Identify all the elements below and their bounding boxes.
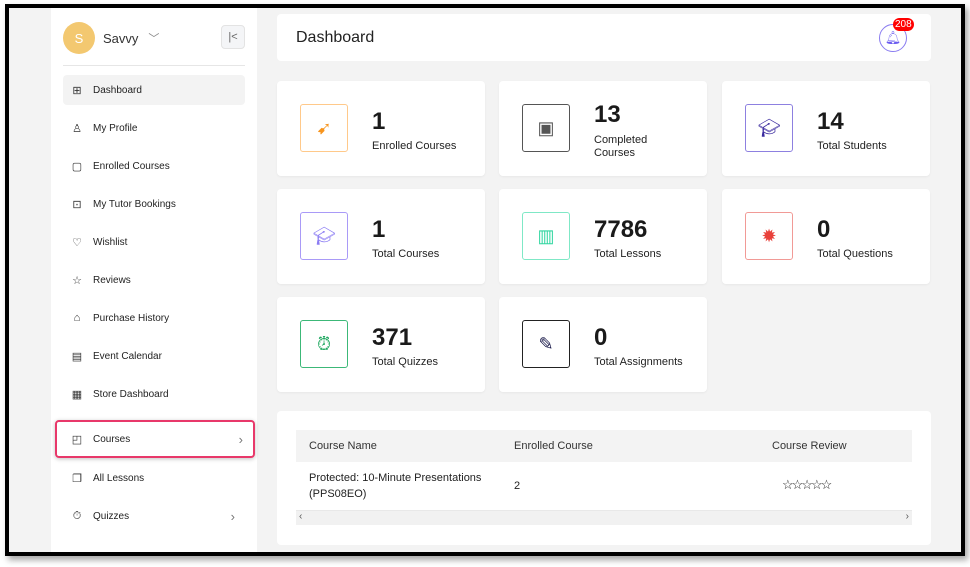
bag-icon: ⌂ (73, 312, 81, 324)
courses-table-card: Course Name Enrolled Course Course Revie… (277, 411, 931, 545)
question-badge-icon: ✹ (745, 212, 793, 260)
stopwatch-icon: ⏱ (72, 509, 82, 522)
sidebar-item-label: Quizzes (93, 510, 130, 522)
assignment-icon: ✎ (522, 320, 570, 368)
grid-icon: ⊞ (72, 84, 82, 97)
sidebar-item-label: Courses (93, 433, 131, 445)
sidebar-item-label: All Lessons (93, 472, 145, 484)
stat-value: 0 (817, 216, 831, 243)
sidebar-item-all-lessons[interactable]: ❐ All Lessons (63, 463, 245, 493)
stat-card-total-students: 🎓︎ 14 Total Students (722, 81, 930, 176)
stat-card-total-courses: 🎓︎ 1 Total Courses (277, 189, 485, 284)
enrolled-count: 2 (514, 480, 521, 492)
sidebar-item-purchase-history[interactable]: ⌂ Purchase History (63, 303, 245, 333)
sidebar-item-dashboard[interactable]: ⊞ Dashboard (63, 75, 245, 105)
star-rating: ☆☆☆☆☆ (782, 477, 832, 492)
sidebar-item-label: Enrolled Courses (93, 160, 170, 172)
sidebar-item-label: Dashboard (93, 84, 142, 96)
student-icon: 🎓︎ (745, 104, 793, 152)
user-menu[interactable]: S Savvy ﹀ (63, 22, 159, 54)
stat-value: 1 (372, 216, 386, 243)
stat-label: Total Assignments (594, 356, 683, 368)
sidebar-item-wishlist[interactable]: ♡ Wishlist (63, 227, 245, 257)
sidebar-item-store-dashboard[interactable]: ▦ Store Dashboard (63, 379, 245, 409)
page-title: Dashboard (296, 29, 375, 46)
sidebar-item-reviews[interactable]: ☆ Reviews (63, 265, 245, 295)
open-book-icon: ▥ (522, 212, 570, 260)
stat-card-enrolled-courses: ➹ 1 Enrolled Courses (277, 81, 485, 176)
sidebar-item-label: Purchase History (93, 312, 170, 324)
stat-label: Total Lessons (594, 248, 662, 260)
sidebar-item-label: My Tutor Bookings (93, 198, 176, 210)
sidebar-item-tutor-bookings[interactable]: ⊡ My Tutor Bookings (63, 189, 245, 219)
stat-card-total-quizzes: ⏰︎ 371 Total Quizzes (277, 297, 485, 392)
stat-value: 371 (372, 324, 413, 351)
sidebar-item-event-calendar[interactable]: ▤ Event Calendar (63, 341, 245, 371)
courses-icon: ◰ (71, 433, 83, 446)
table-row: Protected: 10-Minute Presentations (PPS0… (296, 462, 912, 511)
column-header: Course Name (309, 440, 377, 452)
alarm-clock-icon: ⏰︎ (300, 320, 348, 368)
sidebar-item-label: Reviews (93, 274, 131, 286)
heart-icon: ♡ (72, 236, 82, 249)
enrolled-icon: ▢ (71, 160, 83, 173)
sidebar-item-label: Store Dashboard (93, 388, 169, 400)
page-header: Dashboard 🔔︎ 208 (277, 14, 931, 61)
stat-label: Total Quizzes (372, 356, 439, 368)
column-header: Course Review (772, 440, 847, 452)
sidebar-item-enrolled-courses[interactable]: ▢ Enrolled Courses (63, 151, 245, 181)
cursor-click-icon: ➹ (300, 104, 348, 152)
store-icon: ▦ (71, 388, 83, 401)
calendar-icon: ▤ (71, 350, 83, 363)
horizontal-scrollbar[interactable]: ‹ › (296, 511, 912, 525)
certificate-icon: ▣ (522, 104, 570, 152)
avatar: S (63, 22, 95, 54)
chevron-right-icon: › (238, 431, 243, 447)
stat-label: Total Questions (817, 248, 893, 260)
sidebar-item-label: Wishlist (93, 236, 128, 248)
stat-label: Completed Courses (594, 134, 648, 159)
divider (63, 65, 245, 66)
table-header: Course Name Enrolled Course Course Revie… (296, 430, 912, 462)
stat-value: 1 (372, 108, 386, 135)
stat-value: 13 (594, 101, 621, 128)
stat-value: 14 (817, 108, 844, 135)
graduation-cap-icon: 🎓︎ (300, 212, 348, 260)
user-icon: ♙ (72, 122, 82, 135)
stat-card-total-assignments: ✎ 0 Total Assignments (499, 297, 707, 392)
sidebar-item-courses[interactable]: ◰ Courses › (55, 420, 255, 458)
collapse-sidebar-button[interactable]: |< (221, 25, 245, 49)
sidebar-item-label: Event Calendar (93, 350, 162, 362)
stat-value: 7786 (594, 216, 648, 243)
sidebar-item-my-profile[interactable]: ♙ My Profile (63, 113, 245, 143)
notification-badge: 208 (893, 18, 914, 31)
sidebar: S Savvy ﹀ |< ⊞ Dashboard ♙ My Profile ▢ Enr… (51, 8, 257, 552)
stat-card-total-lessons: ▥ 7786 Total Lessons (499, 189, 707, 284)
course-name-line1[interactable]: Protected: 10-Minute Presentations (309, 472, 482, 484)
course-name-line2: (PPS08EO) (309, 488, 367, 500)
scroll-left-icon[interactable]: ‹ (299, 511, 303, 522)
sidebar-item-quizzes[interactable]: ⏱ Quizzes › (63, 501, 245, 531)
stat-card-completed-courses: ▣ 13 Completed Courses (499, 81, 707, 176)
app-window: S Savvy ﹀ |< ⊞ Dashboard ♙ My Profile ▢ Enr… (5, 4, 965, 556)
stat-label: Total Courses (372, 248, 440, 260)
booking-icon: ⊡ (72, 198, 82, 211)
stat-card-total-questions: ✹ 0 Total Questions (722, 189, 930, 284)
stat-value: 0 (594, 324, 608, 351)
chevron-right-icon: › (230, 508, 235, 524)
scroll-right-icon[interactable]: › (905, 511, 909, 522)
chevron-down-icon: ﹀ (148, 33, 160, 45)
stat-label: Total Students (817, 140, 887, 152)
book-icon: ❐ (72, 472, 82, 485)
column-header: Enrolled Course (514, 440, 593, 452)
stat-label: Enrolled Courses (372, 140, 457, 152)
star-icon: ☆ (72, 274, 82, 287)
user-name: Savvy (103, 30, 139, 46)
sidebar-item-label: My Profile (93, 122, 138, 134)
